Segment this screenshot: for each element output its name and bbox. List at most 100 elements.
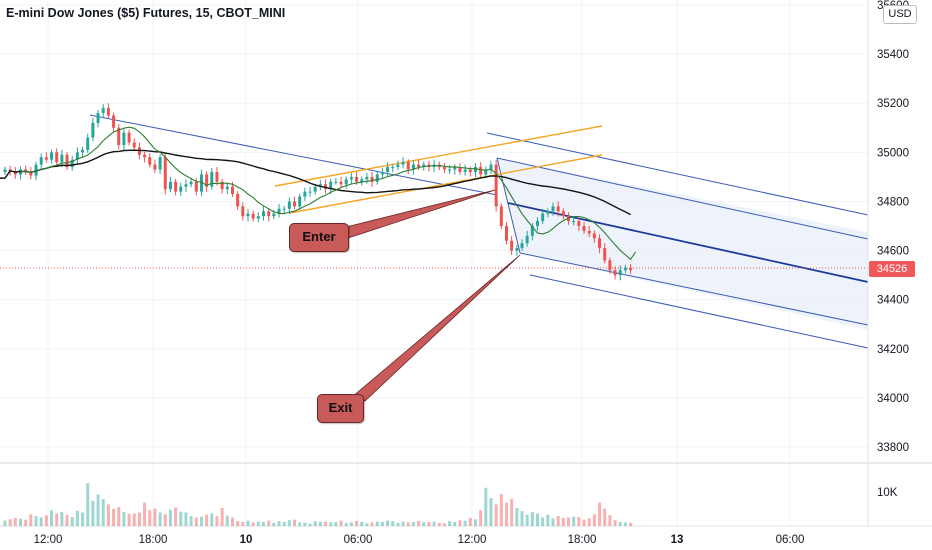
volume-bar [587,518,591,526]
volume-bar [530,512,534,526]
fast-moving-average [20,126,637,261]
candle [324,179,328,194]
time-axis-tick: 06:00 [344,534,373,546]
volume-bar [308,523,312,526]
candle [65,151,69,171]
volume-bar [510,499,514,526]
candle [582,222,586,234]
volume-bar [360,521,364,526]
volume-bar [122,512,126,526]
volume-bar [334,521,338,526]
candle [256,212,260,223]
chart-title: E-mini Dow Jones ($5) Futures, 15, CBOT_… [6,6,286,20]
volume-bar [406,522,410,526]
volume-bar [293,519,297,526]
volume-bar [463,520,467,526]
volume-bar [582,519,586,526]
volume-bar [572,516,576,526]
volume-bar [241,521,245,526]
price-axis-tick: 35400 [877,49,909,61]
candle [349,172,353,185]
candle [546,208,550,218]
volume-bar [313,521,317,526]
volume-bar [375,521,379,526]
candle [101,104,105,119]
candle [143,151,147,163]
candle [184,179,188,192]
candle [618,265,622,281]
volume-bar [168,509,172,526]
volume-bar [494,504,498,526]
volume-bar [391,521,395,526]
candle [484,166,488,179]
volume-bar [205,514,209,526]
candle [75,147,79,165]
volume-bar [29,514,33,526]
interval-label: 15 [195,6,210,20]
volume-bar [515,508,519,526]
candle [50,149,54,164]
currency-button[interactable]: USD [883,5,917,24]
volume-bar [479,510,483,526]
slow-moving-average [0,149,631,216]
volume-bar [473,519,477,526]
volume-bar [629,522,633,526]
price-axis-labels: 33800 34000 34200 34400 34600 34800 35000 35200… [877,0,909,454]
candle [551,202,555,216]
candle [3,166,7,175]
volume-bar [179,511,183,526]
volume-bar [230,517,234,526]
volume-bar [13,517,17,526]
volume-bar [24,519,28,526]
time-axis-tick: 18:00 [139,534,168,546]
price-axis-tick: 34200 [877,344,909,356]
candle [613,266,617,280]
candle [44,152,48,163]
candle [86,133,90,153]
candle [241,202,245,221]
volume-bar [608,515,612,526]
volume-bar [91,500,95,526]
volume-bar [489,498,493,526]
candle [210,168,214,190]
volume-bar [60,512,64,526]
candle [556,201,560,217]
volume-bar [70,517,74,526]
candle [494,159,498,212]
volume-bar [8,519,12,526]
candle [510,235,514,255]
candle [132,138,136,152]
candle [391,164,395,173]
volume-bar [112,508,116,526]
candle [629,263,633,274]
exit-callout[interactable]: Exit [317,394,364,423]
volume-bar [546,514,550,526]
candle [205,171,209,192]
candle [287,197,291,214]
candle [13,167,17,179]
enter-callout[interactable]: Enter [289,223,349,252]
volume-bar [34,516,38,526]
candle [365,172,369,184]
candle [530,223,534,241]
volume-bar [551,518,555,526]
volume-bar [246,520,250,526]
candle [215,167,219,186]
candle [148,153,152,168]
candle [174,178,178,196]
candle [163,153,167,195]
volume-bar [380,521,384,526]
volume-bar [453,521,457,526]
volume-bar [65,514,69,526]
candle [453,164,457,175]
candle [153,159,157,174]
candle [318,180,322,191]
volume-bar [577,517,581,526]
candle [262,206,265,221]
volume-bars [3,483,633,526]
volume-bar [163,514,167,526]
volume-bar [370,522,374,526]
time-axis-tick: 18:00 [568,534,597,546]
candle [339,176,343,188]
